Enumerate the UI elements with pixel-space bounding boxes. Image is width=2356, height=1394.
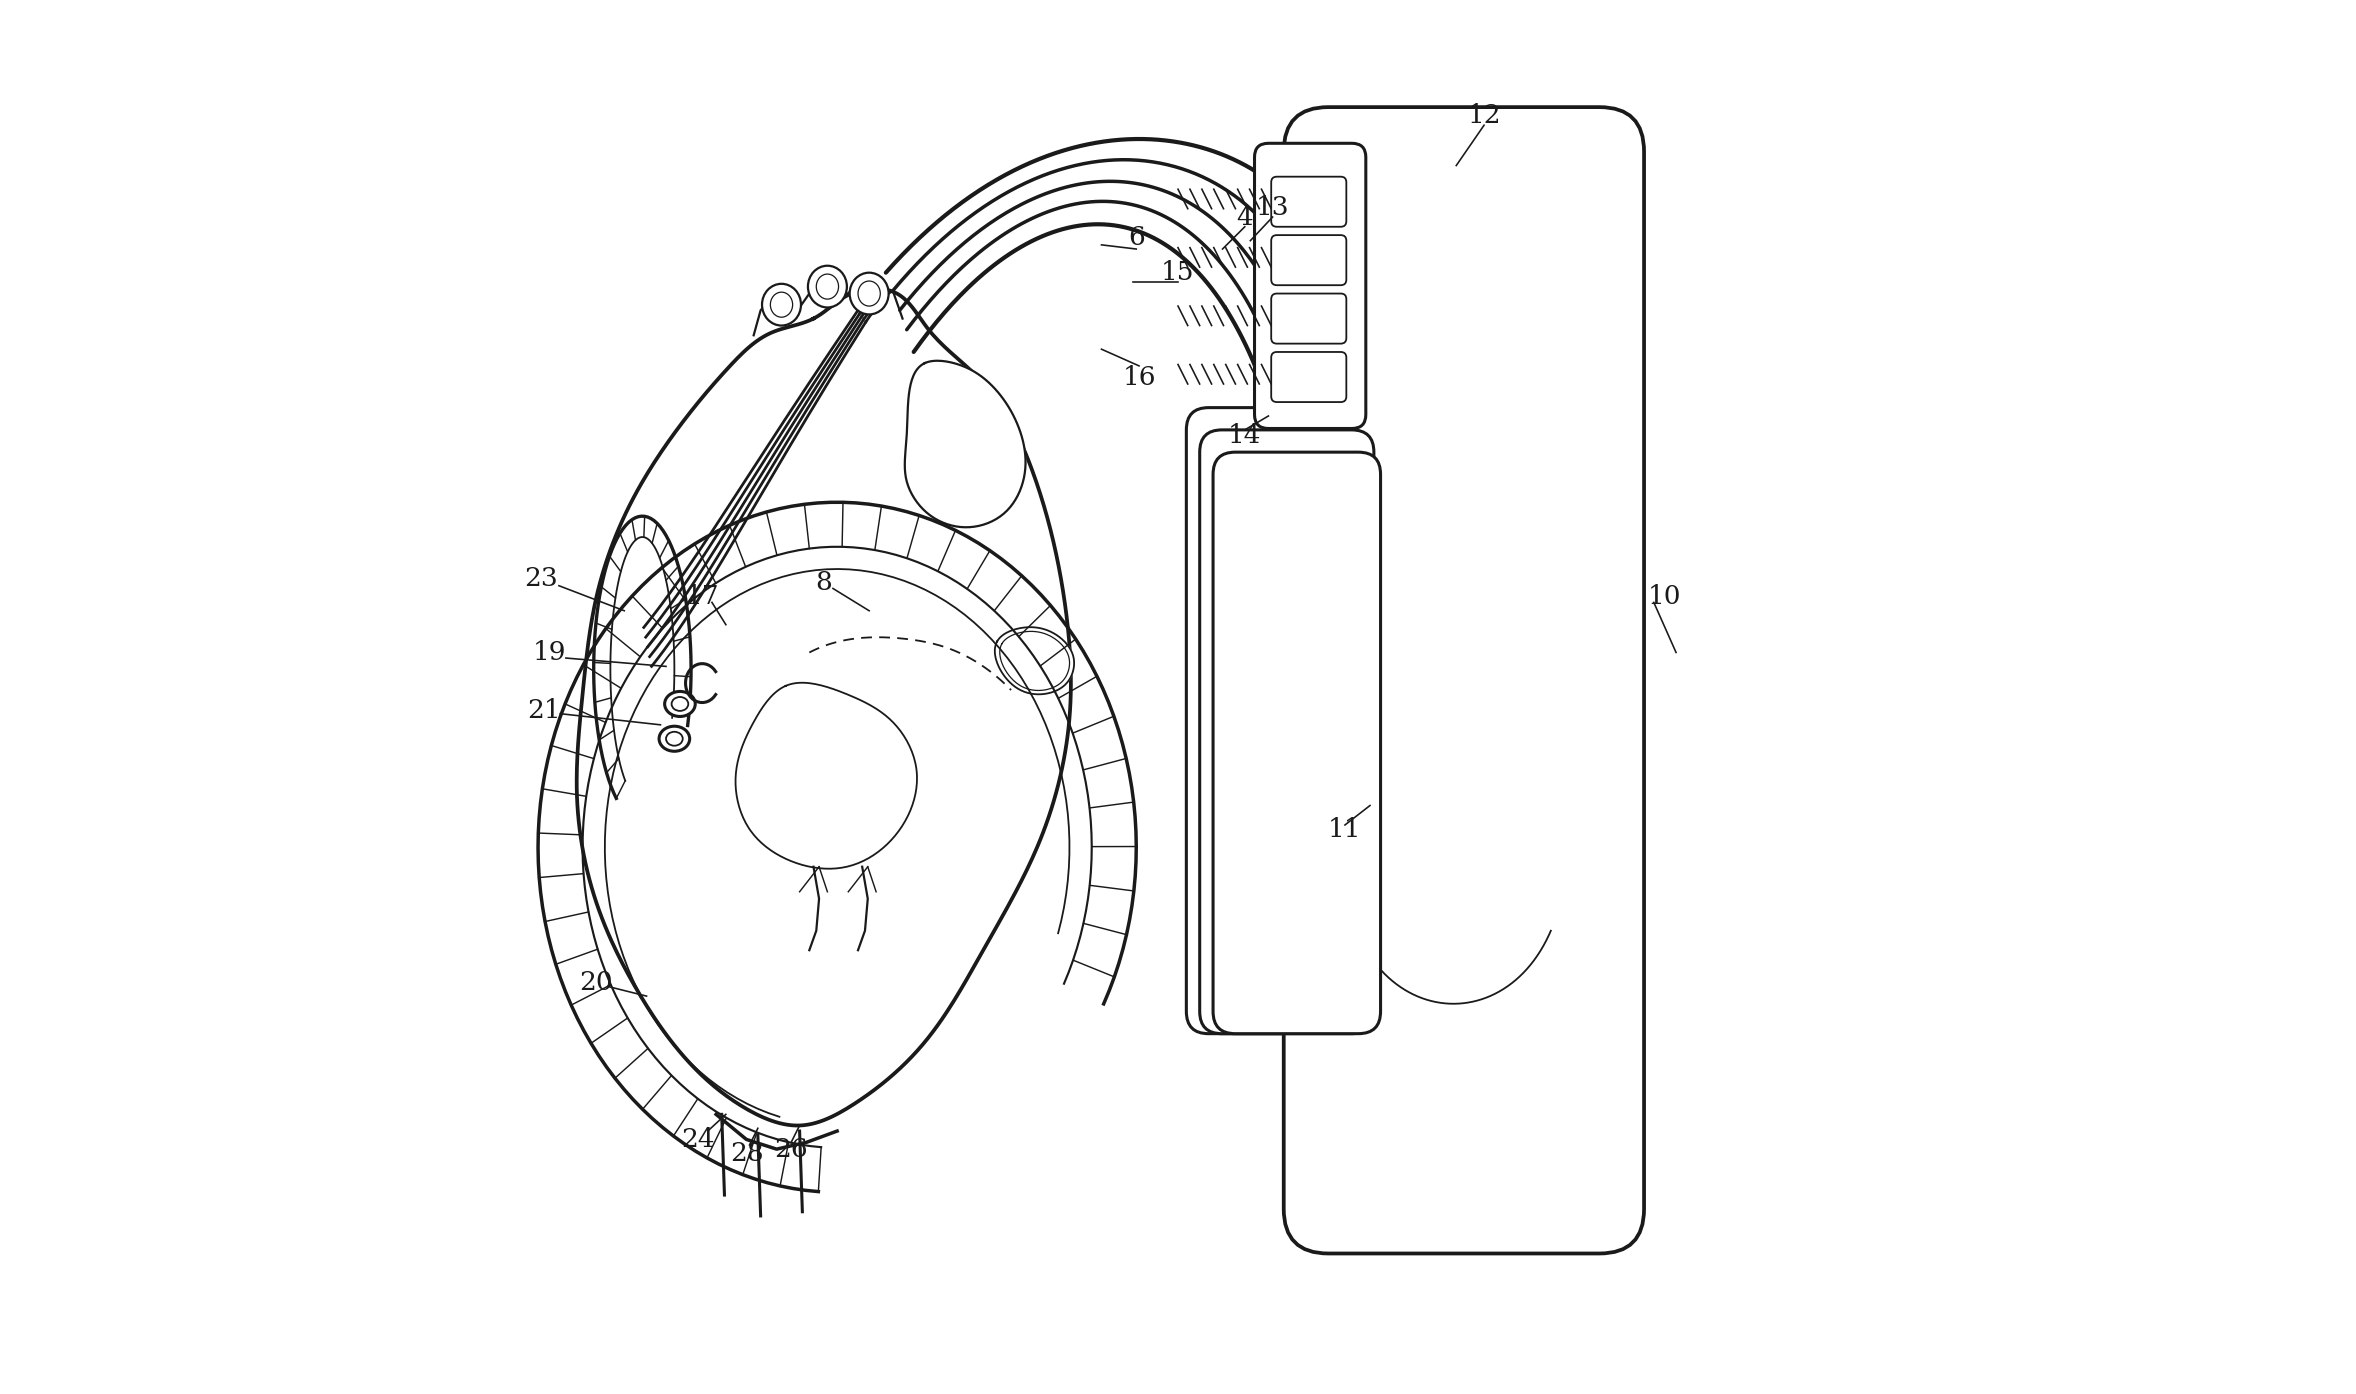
Polygon shape xyxy=(577,289,1072,1125)
Text: 28: 28 xyxy=(730,1140,763,1165)
FancyBboxPatch shape xyxy=(1272,351,1345,401)
Ellipse shape xyxy=(815,275,839,300)
Text: 13: 13 xyxy=(1256,195,1289,220)
Ellipse shape xyxy=(664,691,695,717)
Ellipse shape xyxy=(770,293,792,318)
FancyBboxPatch shape xyxy=(1284,107,1644,1253)
Text: 12: 12 xyxy=(1468,103,1501,128)
Polygon shape xyxy=(994,627,1074,694)
FancyBboxPatch shape xyxy=(1272,236,1345,286)
Text: 23: 23 xyxy=(523,566,558,591)
FancyBboxPatch shape xyxy=(1199,429,1374,1034)
Text: 16: 16 xyxy=(1121,364,1157,389)
FancyBboxPatch shape xyxy=(1272,177,1345,227)
Text: 24: 24 xyxy=(681,1126,714,1151)
Ellipse shape xyxy=(667,732,683,746)
Text: 10: 10 xyxy=(1649,584,1682,609)
FancyBboxPatch shape xyxy=(1272,294,1345,344)
Text: 6: 6 xyxy=(1129,226,1145,251)
Polygon shape xyxy=(905,361,1025,527)
Text: 8: 8 xyxy=(815,570,832,595)
Text: 21: 21 xyxy=(528,698,561,723)
Text: 17: 17 xyxy=(686,584,719,609)
Text: 20: 20 xyxy=(580,970,613,995)
Text: 14: 14 xyxy=(1227,422,1260,447)
Ellipse shape xyxy=(671,697,688,711)
FancyBboxPatch shape xyxy=(1213,452,1381,1034)
Text: 26: 26 xyxy=(775,1136,808,1161)
Ellipse shape xyxy=(858,282,881,307)
Text: 4: 4 xyxy=(1237,205,1253,230)
Polygon shape xyxy=(735,683,916,868)
Ellipse shape xyxy=(851,273,888,315)
Ellipse shape xyxy=(761,284,801,326)
FancyBboxPatch shape xyxy=(1187,407,1366,1034)
Ellipse shape xyxy=(660,726,690,751)
Text: 15: 15 xyxy=(1162,261,1194,286)
Text: 11: 11 xyxy=(1329,817,1362,842)
Ellipse shape xyxy=(808,266,846,308)
FancyBboxPatch shape xyxy=(1253,144,1366,428)
Text: 19: 19 xyxy=(532,640,565,665)
